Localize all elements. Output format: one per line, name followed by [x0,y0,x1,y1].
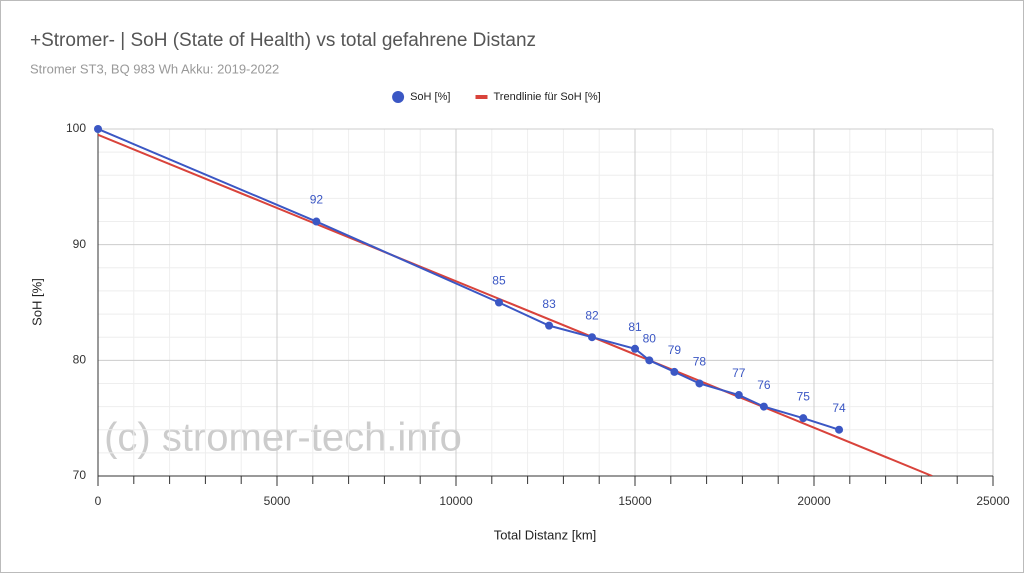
y-tick-label: 70 [73,468,87,482]
legend-marker [475,95,488,99]
legend-label: Trendlinie für SoH [%] [494,91,601,103]
data-point [545,321,554,330]
x-tick-label: 15000 [618,494,652,508]
data-label: 78 [693,355,707,369]
data-point [734,391,743,400]
x-tick-label: 0 [95,494,102,508]
data-label: 75 [797,389,811,403]
y-tick-label: 80 [73,353,87,367]
x-axis-label: Total Distanz [km] [494,527,597,542]
legend-label: SoH [%] [410,91,450,103]
data-point [94,125,102,133]
data-label: 77 [732,366,746,380]
x-tick-label: 5000 [264,494,291,508]
data-point [312,217,321,226]
legend-marker [392,91,405,103]
data-label: 82 [585,308,599,322]
data-point [494,298,503,307]
chart-subtitle: Stromer ST3, BQ 983 Wh Akku: 2019-2022 [30,61,279,76]
data-label: 85 [492,274,506,288]
x-tick-label: 25000 [976,494,1010,508]
data-label: 92 [310,193,324,207]
data-label: 74 [832,401,846,415]
data-point [759,402,768,411]
series-line [98,133,933,476]
y-tick-label: 90 [73,237,87,251]
chart-title: +Stromer- | SoH (State of Health) vs tot… [30,30,536,51]
x-tick-label: 10000 [439,494,473,508]
x-tick-label: 20000 [797,494,831,508]
data-point [645,356,654,365]
y-tick-label: 100 [66,121,86,135]
data-point [799,414,808,423]
data-label: 81 [628,320,642,334]
y-axis-label: SoH [%] [29,278,44,326]
data-label: 80 [643,332,657,346]
data-label: 83 [542,297,556,311]
data-point [588,333,597,342]
data-label: 79 [668,343,682,357]
data-point [670,367,679,376]
watermark: (c) stromer-tech.info [104,416,462,460]
data-point [631,344,639,353]
data-label: 76 [757,378,771,392]
data-point [835,425,844,434]
data-point [695,379,704,388]
